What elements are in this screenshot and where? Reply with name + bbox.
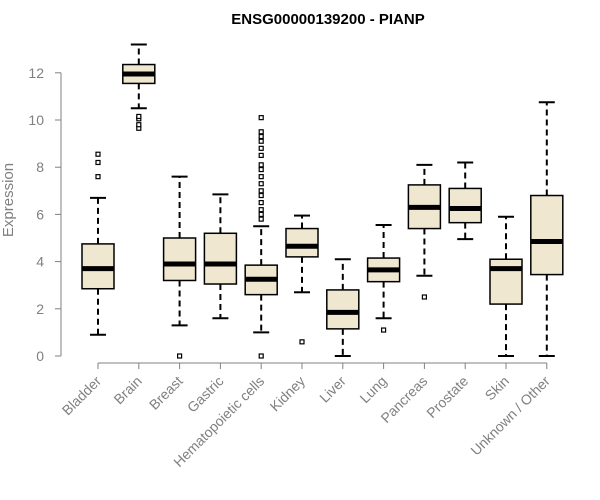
outlier-point [95,174,101,180]
outlier-point [258,353,264,359]
x-tick-label: Prostate [423,373,471,421]
box-prostate [448,161,482,241]
y-tick-label: 12 [28,65,44,81]
outlier-point [258,115,264,121]
outlier-point [258,188,264,194]
x-tick-label: Kidney [267,373,309,415]
x-tick-label: Bladder [59,373,105,419]
y-tick-label: 10 [28,112,44,128]
box-lung [366,224,401,333]
box-iqr [530,194,564,276]
box-gastric [203,193,238,320]
outlier-point [258,129,264,135]
outlier-point [258,207,264,213]
chart-title: ENSG00000139200 - PIANP [231,11,424,28]
outlier-point [258,145,264,151]
box-iqr [448,187,482,224]
outlier-point [421,294,427,300]
outlier-point [258,162,264,168]
outlier-point [258,133,264,140]
x-tick-label: Breast [146,373,186,413]
y-tick-label: 4 [36,254,44,270]
outlier-point [258,192,264,199]
outlier-point [258,152,264,158]
x-tick-label: Brain [110,373,144,407]
y-tick-label: 0 [36,348,44,364]
x-tick-label: Lung [356,373,389,406]
box-breast [162,175,197,359]
outlier-point [136,113,142,120]
y-axis: 0 2 4 6 8 10 12 [28,65,62,364]
outlier-point [258,166,264,173]
y-tick-label: 8 [36,159,44,175]
box-iqr [489,258,523,305]
outlier-point [136,122,142,128]
box-kidney [285,214,319,345]
box-skin [489,215,523,357]
box-iqr [326,289,360,330]
box-iqr [162,237,197,282]
x-tick-label: Skin [482,373,513,404]
outlier-point [258,211,264,217]
box-series [81,43,564,359]
box-iqr [285,227,319,258]
box-brain [122,43,156,131]
outlier-point [177,353,183,359]
box-iqr [203,232,238,285]
x-tick-label: Liver [316,373,349,406]
outlier-point [258,174,264,180]
y-tick-label: 2 [36,301,44,317]
box-pancreas [407,163,442,300]
outlier-point [258,200,264,206]
outlier-point [258,216,264,222]
outlier-point [258,181,264,187]
outlier-point [258,138,264,144]
box-liver [326,258,360,357]
box-unknown-other [530,101,564,357]
outlier-point [381,327,387,333]
box-bladder [81,151,115,336]
y-tick-label: 6 [36,206,44,222]
outlier-point [95,151,101,157]
box-hematopoietic-cells [244,115,278,359]
outlier-point [299,339,305,345]
outlier-point [95,159,101,166]
y-axis-title: Expression [0,163,17,237]
